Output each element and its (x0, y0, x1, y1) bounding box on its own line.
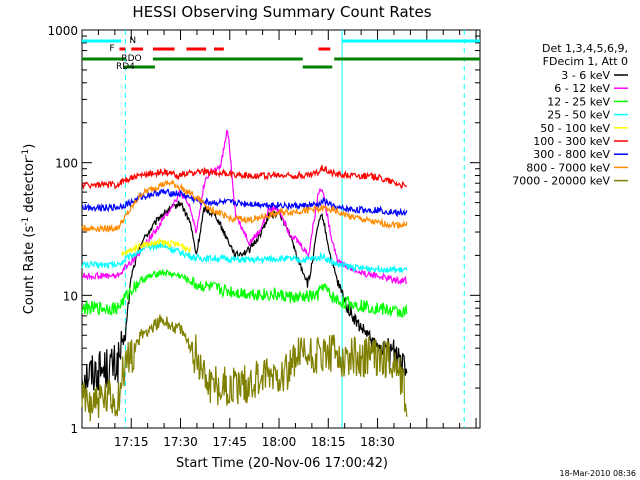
x-tick-label: 18:15 (311, 435, 346, 449)
flag-label-n: N (129, 36, 136, 46)
legend-header: FDecim 1, Att 0 (543, 55, 628, 68)
legend-entry-label: 100 - 300 keV (533, 135, 610, 148)
instrument-flags (82, 39, 480, 69)
y-tick-label: 1 (70, 422, 78, 436)
legend-header: Det 1,3,4,5,6,9, (542, 42, 628, 55)
legend-entry-label: 300 - 800 keV (533, 148, 610, 161)
x-tick-label: 18:00 (262, 435, 297, 449)
chart-title: HESSI Observing Summary Count Rates (132, 3, 431, 21)
flag-label-rdo: RDO (121, 54, 141, 64)
legend-entry-label: 50 - 100 keV (540, 122, 610, 135)
y-axis-label-sup1: -1 (21, 217, 31, 226)
legend: Det 1,3,4,5,6,9,FDecim 1, Att 03 - 6 keV… (512, 42, 628, 188)
x-tick-label: 17:45 (212, 435, 247, 449)
series-line (81, 269, 408, 318)
series-line (81, 165, 408, 191)
y-tick-label: 1000 (47, 24, 78, 38)
flag-label-rd4: RD4 (116, 62, 135, 72)
y-tick-label: 10 (63, 289, 78, 303)
x-tick-labels: 17:15 17:30 17:45 18:00 18:15 18:30 (114, 435, 395, 449)
legend-entry-label: 7000 - 20000 keV (512, 175, 610, 188)
axis-ticks (81, 30, 480, 429)
series-line (81, 178, 408, 234)
y-axis-label-main: Count Rate (s (22, 226, 37, 315)
legend-entry-label: 12 - 25 keV (547, 95, 610, 108)
y-axis-label-mid: detector (22, 157, 37, 217)
y-tick-labels: 1 10 100 1000 (47, 24, 78, 436)
legend-entry-label: 3 - 6 keV (561, 69, 610, 82)
series-line (81, 242, 408, 274)
y-axis-label-sup2: -1 (21, 149, 31, 158)
y-axis-label-end: ) (22, 144, 37, 149)
series-line (120, 237, 191, 257)
series-line (81, 314, 408, 422)
timestamp: 18-Mar-2010 08:36 (560, 469, 637, 478)
flag-label-f: F (109, 44, 114, 54)
series-line (81, 200, 408, 393)
x-axis-label: Start Time (20-Nov-06 17:00:42) (176, 456, 388, 471)
legend-entry-label: 6 - 12 keV (554, 82, 610, 95)
legend-entry-label: 25 - 50 keV (547, 109, 610, 122)
x-tick-label: 17:30 (163, 435, 198, 449)
series-line (81, 188, 408, 218)
y-axis-label: Count Rate (s-1 detector-1) (21, 144, 37, 315)
legend-entry-label: 800 - 7000 keV (526, 161, 610, 174)
x-tick-label: 17:15 (114, 435, 149, 449)
plot-frame (81, 29, 481, 429)
x-tick-label: 18:30 (360, 435, 395, 449)
series-lines (81, 129, 408, 422)
y-tick-label: 100 (55, 157, 78, 171)
